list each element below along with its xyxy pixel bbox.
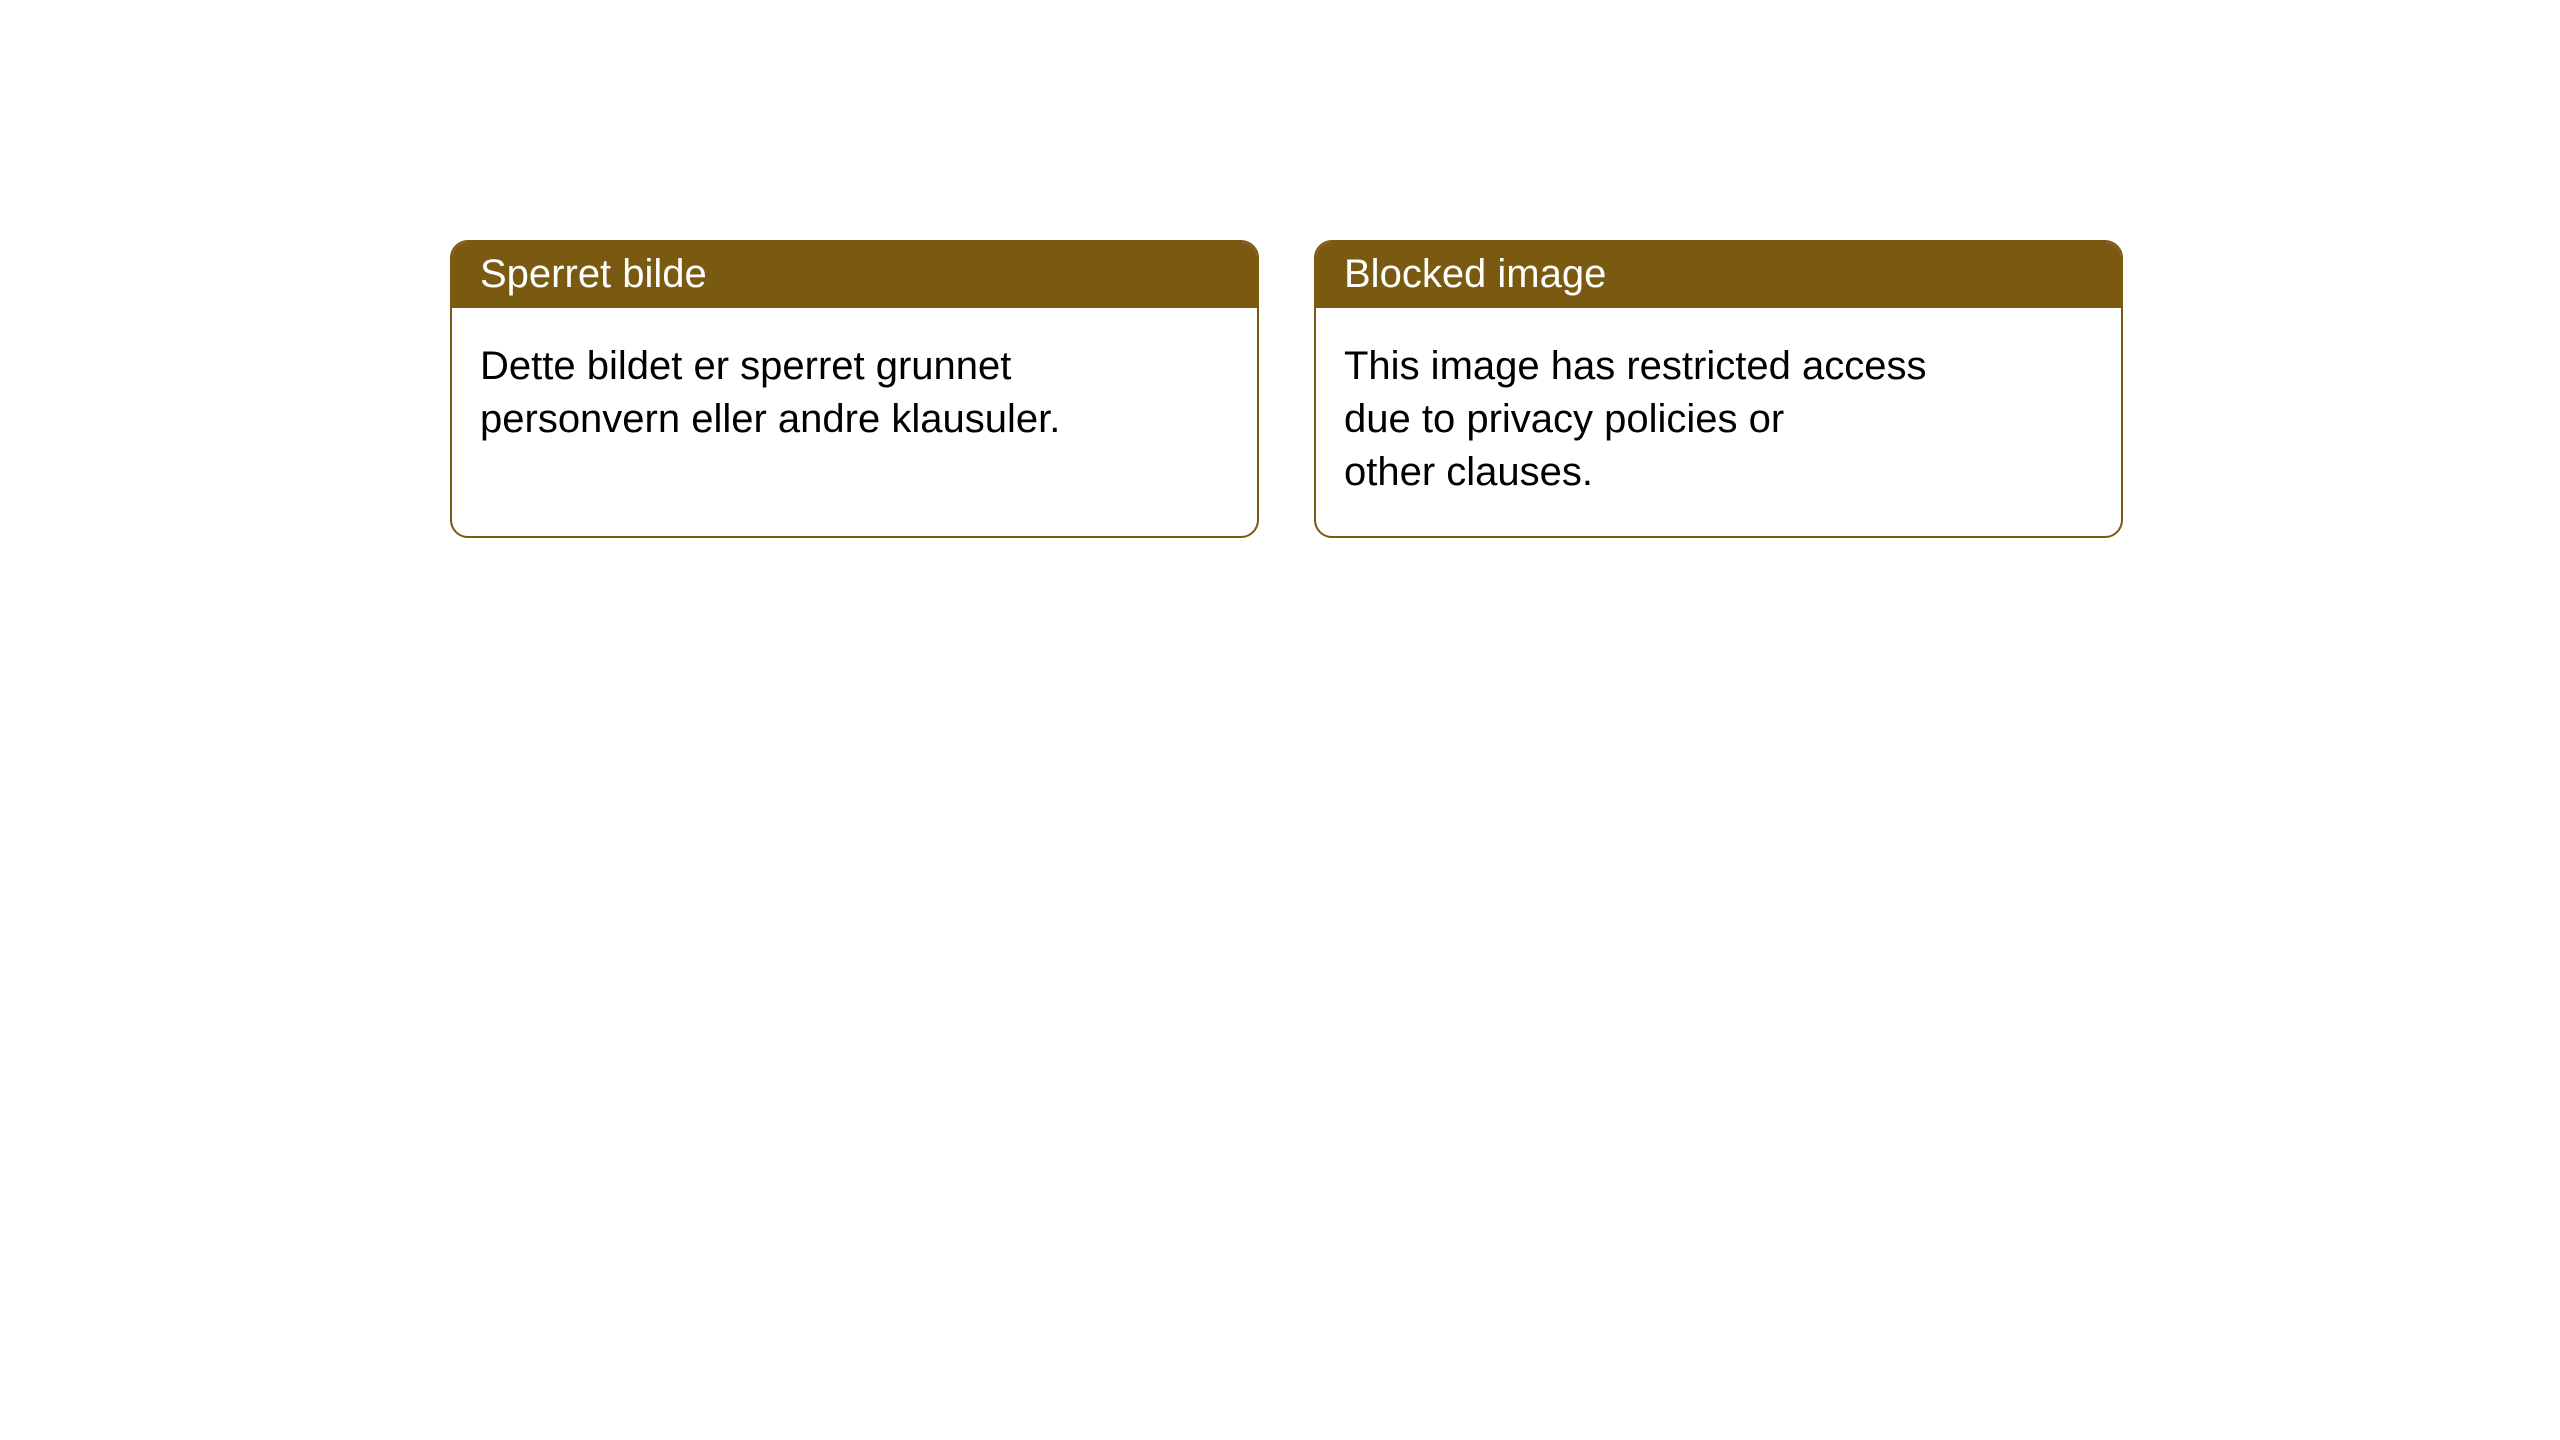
- notice-card-no: Sperret bilde Dette bildet er sperret gr…: [450, 240, 1259, 538]
- notice-card-body-no: Dette bildet er sperret grunnet personve…: [452, 308, 1152, 536]
- notice-card-en: Blocked image This image has restricted …: [1314, 240, 2123, 538]
- notice-cards-container: Sperret bilde Dette bildet er sperret gr…: [0, 0, 2560, 538]
- notice-card-header-no: Sperret bilde: [452, 242, 1257, 308]
- notice-card-header-en: Blocked image: [1316, 242, 2121, 308]
- notice-card-body-en: This image has restricted access due to …: [1316, 308, 2016, 536]
